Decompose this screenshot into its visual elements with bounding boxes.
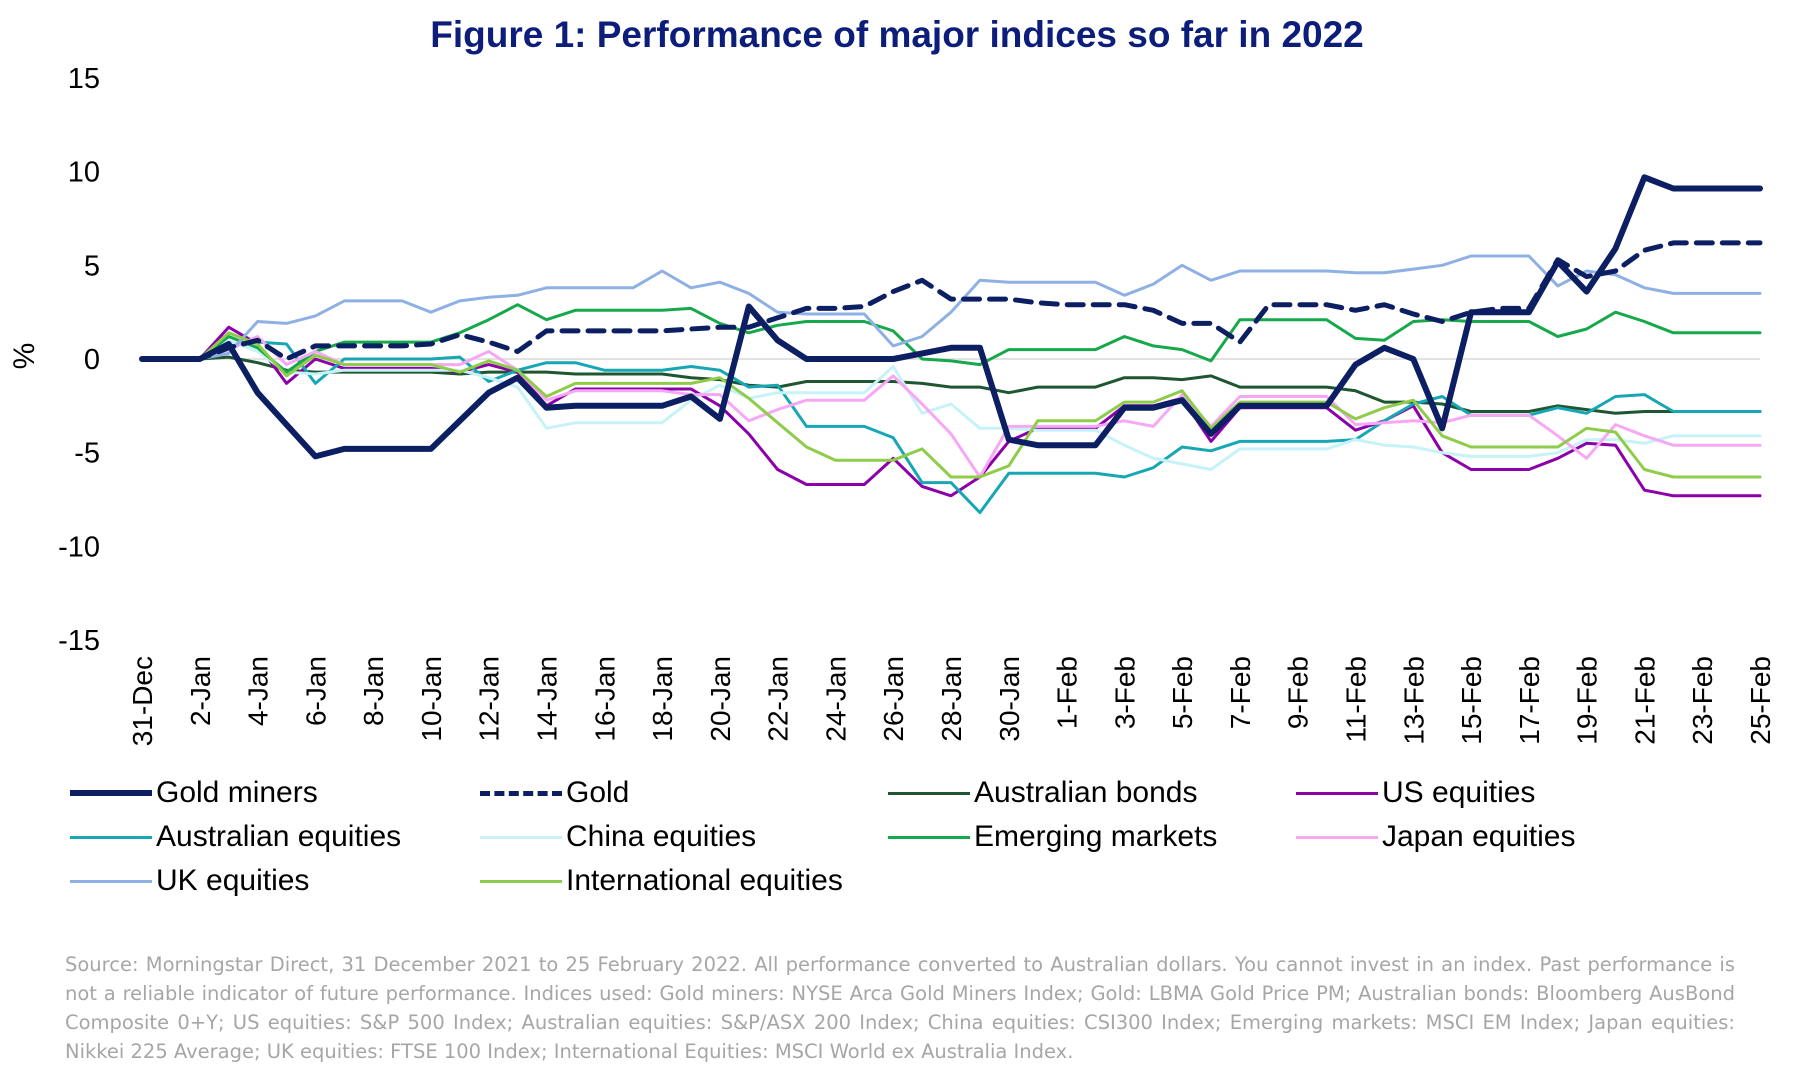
x-tick-label: 24-Jan xyxy=(820,656,851,742)
legend-label: Japan equities xyxy=(1382,820,1576,853)
legend-label: China equities xyxy=(566,820,757,853)
y-tick-label: 10 xyxy=(68,157,100,189)
x-axis-ticks: 31-Dec 2-Jan 4-Jan 6-Jan 8-Jan 10-Jan 12-Jan 14… xyxy=(127,656,1776,746)
y-axis-ticks: 15 10 5 0 -5 -10 -15 xyxy=(58,63,100,657)
x-tick-label: 21-Feb xyxy=(1629,656,1660,745)
y-tick-label: 5 xyxy=(84,250,100,282)
x-tick-label: 12-Jan xyxy=(474,656,505,742)
x-tick-label: 16-Jan xyxy=(589,656,620,742)
legend-swatch xyxy=(480,835,562,839)
x-tick-label: 30-Jan xyxy=(994,656,1025,742)
series-lines xyxy=(139,174,1763,515)
legend-item: UK equities xyxy=(70,861,309,901)
legend-label: International equities xyxy=(566,864,843,897)
legend-item: Gold xyxy=(480,773,629,813)
x-tick-label: 4-Jan xyxy=(243,656,274,726)
y-tick-label: -10 xyxy=(58,531,100,563)
x-tick-label: 28-Jan xyxy=(936,656,967,742)
x-tick-label: 6-Jan xyxy=(300,656,331,726)
legend-label: Gold xyxy=(566,776,630,809)
legend-swatch xyxy=(1296,835,1378,839)
series-line-uk-equities xyxy=(140,254,1762,361)
x-tick-label: 31-Dec xyxy=(127,656,158,746)
x-tick-label: 11-Feb xyxy=(1341,656,1372,743)
series-line-international-equities xyxy=(140,331,1762,479)
y-axis-label: % xyxy=(8,343,41,370)
legend-swatch xyxy=(888,835,970,839)
legend-label: Australian bonds xyxy=(974,776,1198,809)
x-tick-label: 2-Jan xyxy=(185,656,216,726)
y-tick-label: -15 xyxy=(58,625,100,657)
x-tick-label: 14-Jan xyxy=(532,656,563,742)
x-tick-label: 13-Feb xyxy=(1398,656,1429,745)
legend-item: China equities xyxy=(480,817,756,857)
legend-swatch xyxy=(888,791,970,795)
legend: Gold miners Gold Australian bonds US equiti… xyxy=(70,773,1630,938)
legend-item: Emerging markets xyxy=(888,817,1217,857)
x-tick-label: 26-Jan xyxy=(878,656,909,742)
chart-plot: 15 10 5 0 -5 -10 -15 % 31-Dec 2-Jan 4-Jan 6-Jan 8-… xyxy=(8,63,1776,746)
legend-item: Japan equities xyxy=(1296,817,1575,857)
legend-item: Australian bonds xyxy=(888,773,1197,813)
x-tick-label: 22-Jan xyxy=(763,656,794,742)
x-tick-label: 18-Jan xyxy=(647,656,678,742)
x-tick-label: 20-Jan xyxy=(705,656,736,742)
x-tick-label: 7-Feb xyxy=(1225,656,1256,729)
legend-item: Gold miners xyxy=(70,773,318,813)
chart-title: Figure 1: Performance of major indices s… xyxy=(430,14,1364,55)
legend-swatch xyxy=(70,790,152,796)
x-tick-label: 3-Feb xyxy=(1109,656,1140,729)
legend-label: UK equities xyxy=(156,864,310,897)
series-line-china-equities xyxy=(140,338,1762,471)
x-tick-label: 9-Feb xyxy=(1283,656,1314,729)
series-line-australian-bonds xyxy=(140,355,1762,415)
series-line-emerging-markets xyxy=(140,303,1762,374)
legend-label: Australian equities xyxy=(156,820,402,853)
x-tick-label: 19-Feb xyxy=(1572,656,1603,745)
x-tick-label: 1-Feb xyxy=(1052,656,1083,729)
x-tick-label: 23-Feb xyxy=(1687,656,1718,745)
x-tick-label: 8-Jan xyxy=(358,656,389,726)
legend-item: International equities xyxy=(480,861,843,901)
legend-label: Emerging markets xyxy=(974,820,1218,853)
y-tick-label: 15 xyxy=(68,63,100,95)
series-line-gold-miners xyxy=(139,174,1763,460)
legend-swatch xyxy=(70,835,152,839)
legend-label: Gold miners xyxy=(156,776,318,809)
x-tick-label: 25-Feb xyxy=(1745,656,1776,745)
x-tick-label: 17-Feb xyxy=(1514,656,1545,745)
legend-swatch xyxy=(1296,791,1378,795)
legend-swatch xyxy=(70,879,152,883)
legend-label: US equities xyxy=(1382,776,1536,809)
x-tick-label: 5-Feb xyxy=(1167,656,1198,729)
legend-swatch xyxy=(480,879,562,883)
legend-item: US equities xyxy=(1296,773,1535,813)
x-tick-label: 15-Feb xyxy=(1456,656,1487,745)
y-tick-label: 0 xyxy=(84,344,100,376)
series-line-gold xyxy=(139,240,1763,362)
legend-swatch xyxy=(480,790,562,796)
x-tick-label: 10-Jan xyxy=(416,656,447,742)
y-tick-label: -5 xyxy=(74,438,100,470)
legend-item: Australian equities xyxy=(70,817,401,857)
source-note: Source: Morningstar Direct, 31 December … xyxy=(65,953,1735,1063)
